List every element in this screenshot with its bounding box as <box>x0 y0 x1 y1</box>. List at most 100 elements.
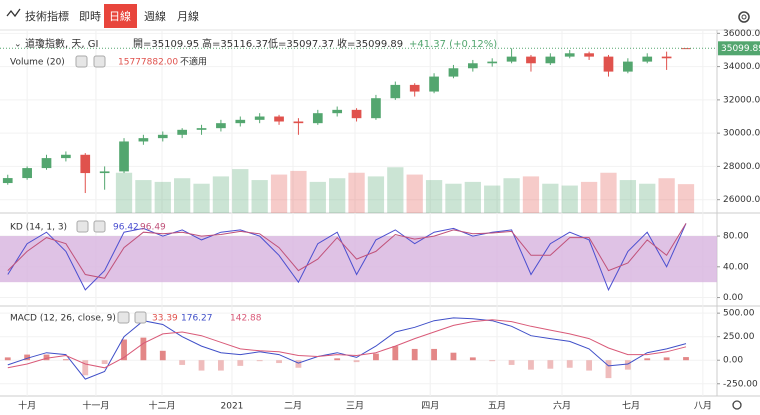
macd-histogram-bar <box>353 360 360 363</box>
candle-body <box>119 141 129 172</box>
settings-icon[interactable] <box>738 11 750 23</box>
ohlc-low: 低=35097.37 <box>268 37 334 50</box>
indicator-icon[interactable] <box>6 8 21 18</box>
macd-histogram-bar <box>683 357 689 361</box>
volume-bar <box>406 174 423 213</box>
toolbar-item[interactable]: 即時 <box>79 10 101 23</box>
series-line <box>7 319 687 369</box>
volume-bar <box>309 181 326 213</box>
volume-bar <box>600 172 617 213</box>
macd-histogram-bar <box>295 360 302 368</box>
volume-bar <box>561 185 578 213</box>
y-tick-label: 26000.00 <box>723 195 760 205</box>
macd-histogram-bar <box>198 360 205 371</box>
macd-histogram-bar <box>373 353 379 361</box>
macd-histogram-bar <box>489 360 496 362</box>
volume-bar <box>522 176 540 213</box>
macd-histogram-bar <box>62 359 69 361</box>
macd-histogram-bar <box>469 357 476 361</box>
kd-title: KD (14, 1, 3) <box>10 223 67 233</box>
candle-body <box>526 56 536 64</box>
macd-histogram-bar <box>276 360 282 364</box>
candle-body <box>661 56 672 59</box>
candle-body <box>506 56 517 62</box>
volume-bar <box>464 181 481 213</box>
macd-histogram-bar <box>586 360 593 371</box>
candle-body <box>254 116 265 120</box>
ohlc-high: 高=35116.37 <box>202 37 268 50</box>
visibility-toggle[interactable] <box>75 55 88 68</box>
volume-bar <box>639 183 656 213</box>
macd-histogram-bar <box>411 348 418 361</box>
active-tab[interactable] <box>104 4 137 28</box>
volume-note: 不適用 <box>180 56 207 68</box>
volume-bar <box>445 183 462 213</box>
macd-histogram-bar <box>334 358 341 361</box>
x-tick-label: 五月 <box>488 401 506 412</box>
candle-body <box>312 113 323 124</box>
macd-histogram-bar <box>24 354 31 361</box>
x-tick-label: 四月 <box>421 401 439 412</box>
volume-bar <box>677 184 695 213</box>
volume-bar <box>348 172 365 213</box>
candle-body <box>603 56 614 72</box>
volume-value: 15777882.00 <box>118 58 178 68</box>
volume-bar <box>135 180 152 213</box>
macd-histogram-bar <box>140 337 147 361</box>
macd-histogram-bar <box>237 360 244 366</box>
macd-histogram-bar <box>663 357 670 361</box>
hist-value: 33.39 <box>152 314 178 324</box>
candle-body <box>41 158 52 169</box>
legend-icon: ⌄ <box>14 40 22 50</box>
remove-button[interactable] <box>134 311 147 324</box>
candle-body <box>409 84 420 92</box>
volume-bar <box>484 185 501 213</box>
candle-body <box>681 48 691 50</box>
x-tick-label: 十一月 <box>82 400 109 412</box>
kd-band <box>0 236 717 283</box>
y-tick-label: -250.00 <box>723 379 758 389</box>
remove-button[interactable] <box>93 220 106 233</box>
remove-button[interactable] <box>93 55 106 68</box>
candle-body <box>196 128 207 130</box>
volume-bar <box>503 178 520 213</box>
macd-histogram-bar <box>644 358 651 361</box>
macd-histogram-bar <box>547 360 554 369</box>
macd-histogram-bar <box>179 360 186 365</box>
candle-body <box>390 84 401 99</box>
candle-body <box>61 154 71 159</box>
macd-histogram-bar <box>159 350 166 361</box>
visibility-toggle[interactable] <box>117 311 130 324</box>
x-tick-label: 八月 <box>694 401 712 412</box>
volume-bar <box>425 180 443 213</box>
y-tick-label: 0.00 <box>723 293 743 303</box>
macd-histogram-bar <box>528 360 534 370</box>
volume-bar <box>251 180 268 213</box>
ohlc-open: 開=35109.95 <box>133 38 199 50</box>
macd-value: 176.27 <box>181 314 213 324</box>
candle-body <box>293 121 304 124</box>
toolbar-item[interactable]: 日線 <box>109 9 131 23</box>
x-tick-label: 三月 <box>346 401 364 412</box>
candle-body <box>235 119 246 124</box>
volume-bar <box>154 181 171 213</box>
toolbar-item[interactable]: 週線 <box>144 9 166 23</box>
macd-histogram-bar <box>121 339 127 361</box>
toolbar-item[interactable]: 月線 <box>177 9 199 23</box>
visibility-toggle[interactable] <box>76 220 89 233</box>
candle-body <box>584 53 594 57</box>
toolbar-item[interactable]: 技術指標 <box>25 9 69 23</box>
candle-body <box>642 56 653 62</box>
macd-histogram-bar <box>43 354 50 361</box>
volume-title: Volume (20) <box>10 58 65 68</box>
volume-bar <box>270 174 288 213</box>
macd-histogram-bar <box>256 360 263 362</box>
settings-icon[interactable] <box>732 400 742 410</box>
macd-histogram-bar <box>82 360 89 376</box>
y-tick-label: 80.00 <box>723 232 749 242</box>
y-tick-label: 32000.00 <box>723 95 760 105</box>
candle-body <box>371 98 381 119</box>
volume-bar <box>232 169 249 213</box>
x-tick-label: 十月 <box>18 400 36 412</box>
series-line <box>7 223 687 279</box>
